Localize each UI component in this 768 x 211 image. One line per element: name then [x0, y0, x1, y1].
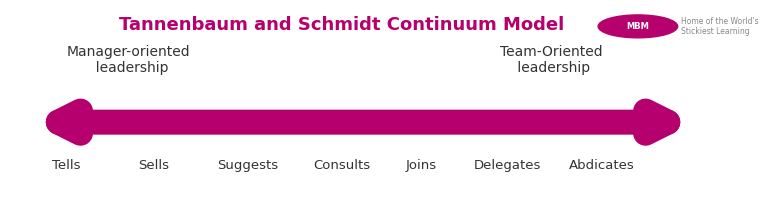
- Text: Sells: Sells: [137, 159, 169, 172]
- Text: Manager-oriented
  leadership: Manager-oriented leadership: [66, 45, 190, 75]
- Text: Delegates: Delegates: [474, 159, 541, 172]
- Text: Abdicates: Abdicates: [569, 159, 634, 172]
- Text: MBM: MBM: [627, 22, 649, 31]
- Text: Joins: Joins: [406, 159, 436, 172]
- Text: Consults: Consults: [313, 159, 370, 172]
- Circle shape: [598, 15, 677, 38]
- Text: Tannenbaum and Schmidt Continuum Model: Tannenbaum and Schmidt Continuum Model: [119, 16, 564, 34]
- Text: Home of the World's
Stickiest Learning: Home of the World's Stickiest Learning: [681, 17, 759, 36]
- Text: Tells: Tells: [52, 159, 81, 172]
- Text: Team-Oriented
 leadership: Team-Oriented leadership: [500, 45, 602, 75]
- Text: Suggests: Suggests: [217, 159, 278, 172]
